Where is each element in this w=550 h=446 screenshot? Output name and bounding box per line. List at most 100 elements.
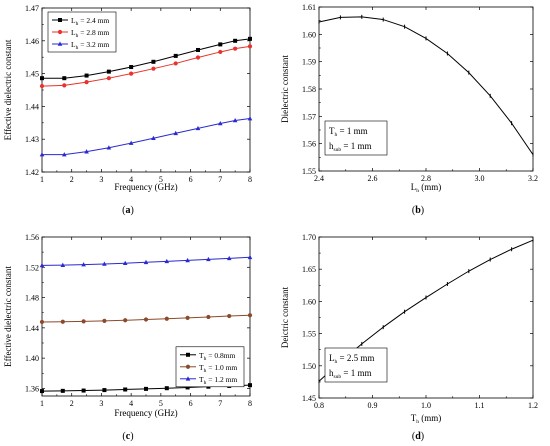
annotation-box: Lh = 2.5 mm hsub = 1 mm	[324, 347, 388, 383]
panel-tag-open: (	[122, 205, 126, 216]
legend-entry-main: T	[199, 363, 204, 372]
annotation-line: hsub = 1 mm	[329, 368, 371, 380]
panel-tag: (a)	[122, 205, 134, 216]
data-point	[102, 388, 107, 393]
x-tick-label: 0.9	[368, 401, 378, 410]
data-point	[106, 76, 111, 81]
legend-entry-suffix: = 2.4 mm	[78, 16, 109, 25]
y-tick-label: 1.48	[25, 294, 39, 303]
x-tick-label: 3.0	[475, 174, 485, 183]
series-1	[318, 14, 534, 157]
data-point	[227, 313, 232, 319]
data-point	[185, 257, 190, 263]
legend-entry-subscript: h	[204, 356, 207, 362]
panel-c: 1 2 3 4 5 6 7 8 1.36 1.40 1.44 1.48 1.52 1.56 Frequenc…	[3, 233, 253, 442]
legend-swatch-marker	[58, 18, 62, 22]
data-point	[226, 255, 232, 261]
data-point	[81, 319, 86, 324]
y-tick-label: 1.40	[25, 354, 39, 363]
x-axis-title: Th (mm)	[411, 413, 442, 425]
legend-entry-main: T	[199, 351, 204, 360]
data-point	[129, 71, 134, 76]
data-point	[185, 385, 190, 390]
data-point	[195, 125, 201, 131]
annotation-line-main: T	[329, 126, 335, 136]
panel-tag-letter: a	[126, 205, 131, 216]
panel-tag: (b)	[412, 205, 424, 216]
legend-swatch-marker	[186, 352, 190, 357]
y-tick-label: 1.42	[25, 168, 39, 177]
data-point	[248, 383, 252, 388]
legend-entry-main: T	[199, 375, 204, 384]
panel-tag: (c)	[122, 431, 133, 442]
data-point	[123, 318, 128, 323]
data-point	[61, 152, 67, 157]
panel-tag-letter: d	[415, 431, 421, 442]
x-tick-label: 5	[159, 175, 163, 184]
x-axis-title-subscript: h	[416, 188, 419, 194]
data-point	[164, 258, 170, 264]
data-point	[143, 259, 149, 265]
y-axis-title: Deictric constant	[280, 286, 290, 348]
data-point	[40, 389, 44, 394]
data-point	[122, 260, 128, 265]
annotation-line-suffix: = 1 mm	[337, 126, 367, 136]
y-tick-label: 1.52	[25, 263, 39, 272]
legend-entry-suffix: = 0.8mm	[206, 351, 235, 360]
data-point	[84, 73, 89, 78]
y-tick-label: 1.45	[25, 70, 39, 79]
y-tick-label: 1.56	[302, 140, 316, 149]
legend-swatch-marker	[185, 376, 191, 381]
data-point	[247, 44, 253, 49]
series-3	[39, 254, 253, 268]
data-point	[248, 36, 252, 41]
y-tick-label: 1.58	[302, 85, 316, 94]
data-point	[218, 42, 223, 47]
panel-tag-close: )	[421, 431, 424, 442]
annotation-line-main: h	[329, 368, 334, 378]
annotation-line-suffix: = 2.5 mm	[337, 353, 374, 363]
x-axis-title: Lh (mm)	[411, 182, 442, 194]
annotation-line-main: h	[329, 141, 334, 151]
legend-entry: Lh = 2.8 mm	[71, 28, 109, 39]
y-tick-label: 1.55	[302, 167, 316, 176]
x-tick-label: 2	[70, 175, 74, 184]
x-tick-label: 5	[159, 399, 163, 408]
annotation-line: Lh = 2.5 mm	[329, 353, 374, 365]
x-axis-title-main: Frequency (GHz)	[114, 182, 177, 192]
y-tick-label: 1.61	[302, 3, 316, 12]
data-point	[151, 135, 156, 141]
data-point	[218, 49, 223, 55]
annotation-line-suffix: = 1 mm	[341, 368, 371, 378]
data-point	[247, 254, 253, 260]
y-axis-title: Effective dielectric constant	[3, 266, 13, 367]
data-point	[60, 319, 65, 324]
data-point	[233, 46, 238, 51]
data-point	[102, 318, 107, 323]
data-point	[143, 317, 149, 322]
annotation-frame	[324, 347, 388, 383]
x-axis-title: Frequency (GHz)	[114, 408, 177, 418]
y-tick-label: 1.56	[25, 233, 39, 242]
panel-tag-letter: b	[415, 205, 421, 216]
legend-entry-suffix: = 1.0 mm	[206, 363, 237, 372]
panel-tag-open: (	[412, 205, 416, 216]
data-point	[151, 59, 156, 64]
x-tick-label: 2.4	[314, 174, 324, 183]
panel-tag: (d)	[412, 431, 424, 442]
panel-tag-close: )	[421, 205, 424, 216]
x-tick-label: 7	[218, 175, 222, 184]
legend-entry-suffix: = 2.8 mm	[78, 28, 109, 37]
data-point	[106, 145, 112, 150]
series-2	[39, 313, 253, 325]
data-point	[173, 53, 178, 58]
legend-entry: Lh = 3.2 mm	[71, 40, 109, 51]
data-point	[84, 149, 89, 154]
data-point	[62, 76, 67, 81]
y-axis-title: Effective dielectric constant	[3, 39, 13, 140]
legend-entry-subscript: h	[204, 380, 207, 386]
panel-a: 1 2 3 4 5 6 7 8 1.42 1.43 1.44 1.45 1.46 1.47 Frequenc…	[3, 4, 253, 216]
x-tick-label: 1	[40, 175, 44, 184]
